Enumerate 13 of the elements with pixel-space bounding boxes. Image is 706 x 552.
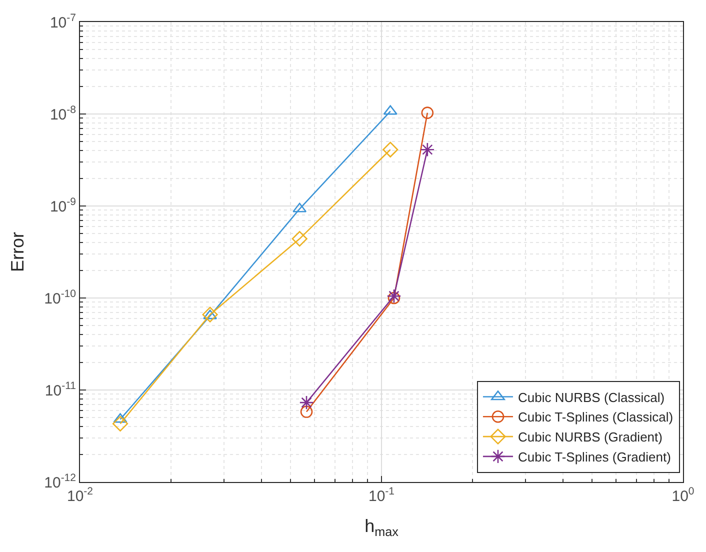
x-tick-label: 10$^{-1}$ [368,486,395,505]
y-tick-label: 10$^{-9}$ [50,196,76,216]
y-tick-label: 10$^{-10}$ [44,288,76,308]
legend-label: Cubic NURBS (Classical) [518,390,665,405]
y-tick-label: 10$^{-7}$ [50,12,76,32]
y-tick-label: 10$^{-8}$ [50,104,76,124]
x-tick-label: 10$^{0}$ [672,486,694,505]
x-axis-title: h$_{max}$ [364,516,400,539]
y-tick-label: 10$^{-11}$ [44,380,76,400]
legend-label: Cubic T-Splines (Classical) [518,410,674,425]
legend-label: Cubic T-Splines (Gradient) [518,450,671,465]
legend-label: Cubic NURBS (Gradient) [518,430,662,445]
y-axis-title: Error [7,232,28,272]
